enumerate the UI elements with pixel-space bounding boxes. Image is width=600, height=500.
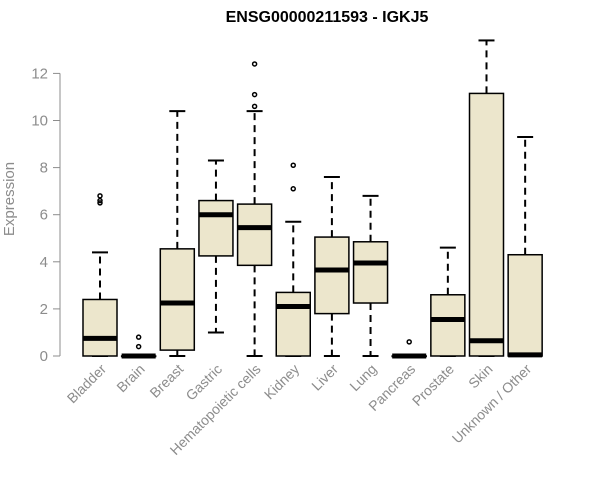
- iqr-box: [352, 241, 389, 304]
- iqr-box: [314, 236, 350, 315]
- chart-title: ENSG00000211593 - IGKJ5: [226, 9, 429, 26]
- x-tick-label: Breast: [146, 361, 186, 401]
- box-breast: [159, 110, 196, 357]
- outlier-point: [135, 334, 142, 340]
- iqr-box: [275, 291, 311, 357]
- x-tick-label: Kidney: [261, 361, 303, 403]
- y-tick-label: 2: [40, 301, 48, 318]
- y-tick-label: 6: [40, 207, 48, 224]
- y-tick-label: 8: [40, 160, 48, 177]
- iqr-box: [82, 298, 118, 357]
- box-pancreas: [391, 339, 427, 359]
- y-tick-label: 12: [31, 65, 48, 82]
- x-tick-label: Brain: [113, 361, 147, 395]
- iqr-box: [468, 92, 505, 357]
- outlier-point: [290, 162, 296, 168]
- iqr-box: [159, 248, 196, 351]
- box-gastric: [198, 159, 234, 334]
- iqr-box: [236, 203, 273, 267]
- iqr-box: [198, 199, 234, 257]
- y-tick-label: 10: [31, 113, 48, 130]
- outlier-point: [251, 103, 258, 110]
- box-kidney: [275, 162, 311, 357]
- x-tick-label: Lung: [346, 361, 379, 394]
- box-skin: [468, 39, 505, 357]
- outlier-point: [251, 61, 258, 67]
- y-tick-label: 0: [40, 348, 48, 365]
- plot-area: [82, 39, 543, 359]
- box-lung: [352, 194, 389, 357]
- iqr-box: [507, 253, 543, 357]
- outlier-point: [406, 339, 412, 345]
- iqr-box: [430, 294, 466, 357]
- x-tick-label: Bladder: [64, 361, 110, 407]
- x-tick-label: Prostate: [409, 361, 457, 409]
- outlier-point: [135, 343, 142, 350]
- box-bladder: [82, 193, 118, 357]
- box-hematopoietic-cells: [236, 61, 273, 357]
- outlier-point: [97, 193, 103, 199]
- y-axis-label: Expression: [1, 162, 18, 236]
- x-tick-label: Skin: [465, 361, 496, 392]
- y-axis: 0 2 4 6 8 10 12: [31, 65, 61, 365]
- outlier-point: [251, 91, 258, 98]
- box-unknown-other: [507, 135, 543, 358]
- outlier-point: [97, 200, 103, 206]
- box-brain: [120, 334, 157, 359]
- outlier-point: [290, 186, 296, 192]
- y-tick-label: 4: [40, 254, 48, 271]
- x-tick-label: Liver: [308, 361, 341, 394]
- box-prostate: [430, 246, 466, 357]
- box-liver: [314, 176, 350, 357]
